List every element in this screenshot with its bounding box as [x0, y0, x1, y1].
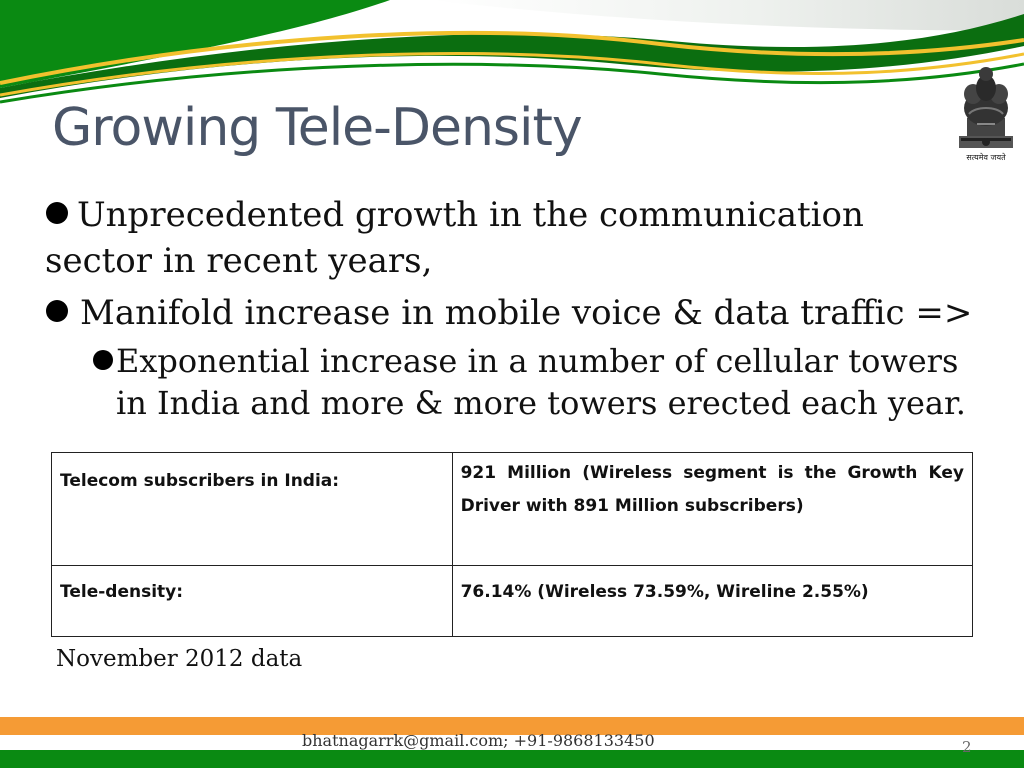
bullet-item: Manifold increase in mobile voice & data…: [80, 290, 1010, 336]
subscriber-table: Telecom subscribers in India: 921 Millio…: [51, 452, 974, 637]
table-cell-value: 921 Million (Wireless segment is the Gro…: [451, 452, 974, 566]
table-row: Tele-density: 76.14% (Wireless 73.59%, W…: [51, 565, 974, 637]
table-cell-label: Telecom subscribers in India:: [51, 452, 453, 566]
table-row: Telecom subscribers in India: 921 Millio…: [51, 452, 974, 566]
slide-title: Growing Tele-Density: [52, 98, 583, 158]
sub-bullet-text: Exponential increase in a number of cell…: [116, 342, 966, 422]
footer-green-stripe: [0, 750, 1024, 768]
bullet-text: Manifold increase in mobile voice & data…: [80, 293, 973, 333]
bullet-item: Unprecedented growth in the communicatio…: [45, 192, 965, 284]
sub-bullet-dot: [93, 350, 113, 370]
table-cell-label: Tele-density:: [51, 565, 453, 637]
page-number: 2: [962, 738, 972, 756]
footer-orange-stripe: [0, 717, 1024, 735]
data-date-note: November 2012 data: [56, 646, 303, 672]
bullet-text: Unprecedented growth in the communicatio…: [45, 195, 864, 281]
national-emblem-icon: सत्यमेव जयते: [955, 64, 1017, 164]
table-cell-value: 76.14% (Wireless 73.59%, Wireline 2.55%): [451, 565, 974, 637]
footer-contact: bhatnagarrk@gmail.com; +91-9868133450: [302, 731, 655, 750]
sub-bullet-item: Exponential increase in a number of cell…: [116, 340, 976, 424]
header-swoosh-graphic: [0, 0, 1024, 125]
svg-text:सत्यमेव जयते: सत्यमेव जयते: [966, 152, 1006, 162]
bullet-dot: [46, 202, 68, 224]
bullet-dot: [46, 300, 68, 322]
